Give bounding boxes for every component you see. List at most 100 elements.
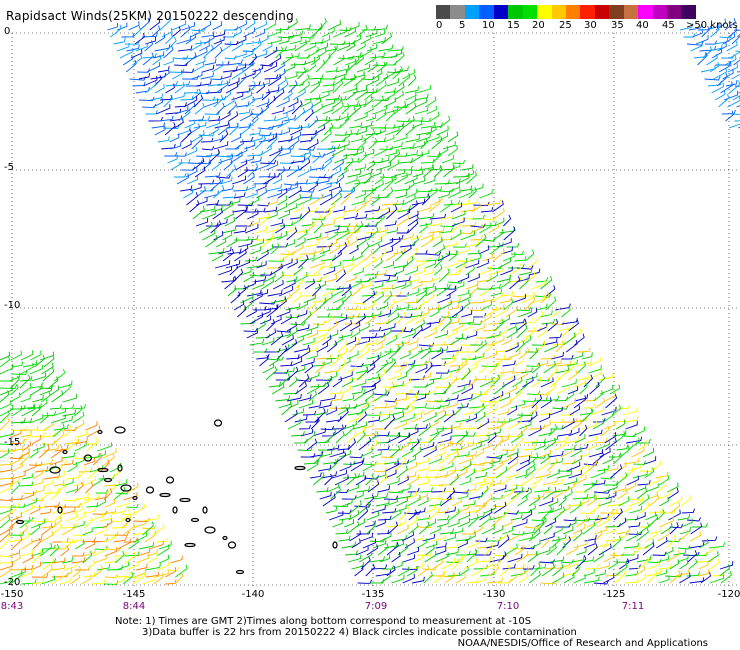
wind-barb (528, 256, 539, 269)
wind-barb (40, 508, 52, 515)
wind-barb (226, 164, 237, 178)
wind-barb (82, 475, 96, 487)
wind-barb (181, 140, 192, 150)
wind-barb (305, 418, 320, 423)
wind-barb (429, 111, 440, 122)
wind-barb (681, 508, 696, 514)
credit-text: NOAA/NESDIS/Office of Research and Appli… (457, 638, 708, 649)
wind-barb (434, 406, 445, 416)
wind-barb (402, 68, 415, 80)
wind-barb (353, 491, 364, 500)
wind-barb (374, 29, 386, 38)
island-outline (97, 429, 103, 435)
wind-barb (337, 314, 355, 319)
wind-barb (286, 276, 298, 283)
wind-barb (54, 482, 66, 494)
wind-barb (195, 80, 212, 87)
wind-barb (536, 303, 548, 311)
wind-barb (61, 523, 75, 536)
wind-barb (354, 163, 367, 171)
wind-barb (361, 75, 375, 81)
wind-barb (521, 400, 534, 409)
wind-barb (617, 517, 627, 528)
wind-barb (102, 518, 113, 529)
wind-barb (669, 495, 683, 507)
wind-barb (278, 373, 291, 388)
wind-barb (497, 257, 512, 269)
wind-barb (391, 561, 403, 570)
wind-barb (395, 82, 405, 94)
wind-barb (340, 129, 353, 143)
wind-barb (455, 246, 471, 255)
wind-barb (392, 199, 405, 206)
wind-barb (164, 579, 177, 585)
wind-barb (310, 164, 324, 171)
wind-barb (229, 122, 239, 136)
wind-barb (236, 73, 247, 87)
wind-barb (604, 431, 617, 444)
wind-barb (339, 319, 352, 332)
wind-barb (322, 314, 333, 325)
wind-barb (545, 383, 556, 395)
wind-barb (33, 486, 45, 494)
wind-barb (588, 449, 603, 458)
wind-barb (249, 338, 265, 346)
wind-barb (442, 487, 456, 493)
wind-barb (428, 219, 443, 227)
wind-barb (375, 110, 387, 122)
wind-barb (446, 422, 462, 430)
wind-barb (689, 531, 702, 542)
wind-barb (502, 360, 516, 367)
wind-barb (245, 235, 259, 241)
wind-barb (267, 173, 281, 178)
wind-barb (373, 104, 387, 115)
wind-barb (39, 386, 52, 396)
wind-barb (62, 506, 76, 515)
wind-barb (358, 46, 372, 59)
wind-barb (374, 431, 390, 437)
wind-barb (483, 479, 495, 493)
wind-barb (567, 386, 579, 395)
wind-barb (394, 172, 408, 185)
wind-barb (357, 138, 367, 150)
wind-barb (0, 363, 14, 375)
wind-barb (336, 229, 350, 241)
wind-barb (425, 291, 435, 304)
wind-barb (362, 538, 376, 549)
wind-barb (454, 467, 468, 479)
wind-barb (318, 401, 332, 409)
wind-barb (343, 157, 354, 171)
wind-barb (202, 210, 216, 220)
wind-barb (19, 491, 35, 501)
wind-barb (644, 456, 657, 465)
wind-barb (173, 55, 189, 60)
wind-barb (378, 413, 390, 423)
wind-barb (437, 250, 451, 262)
wind-barb (476, 334, 494, 339)
wind-barb (586, 495, 598, 507)
wind-barb (165, 567, 177, 578)
wind-barb (242, 279, 256, 290)
wind-barb (401, 377, 412, 388)
wind-barb (299, 158, 311, 171)
wind-barb (479, 508, 493, 521)
wind-barb (314, 408, 329, 416)
wind-barb (516, 274, 530, 283)
wind-barb (222, 193, 237, 199)
wind-barb (470, 477, 486, 486)
wind-barb (256, 187, 267, 199)
wind-barb (407, 547, 420, 556)
wind-barb (428, 500, 442, 507)
wind-barb (139, 17, 150, 31)
wind-barb (0, 390, 10, 403)
wind-barb (104, 557, 117, 564)
wind-barb (304, 94, 321, 101)
wind-barb (191, 27, 206, 32)
wind-barb (216, 153, 233, 158)
wind-barb (351, 388, 363, 395)
wind-barb (350, 71, 365, 80)
wind-barb (530, 539, 541, 549)
wind-barb (398, 506, 411, 521)
wind-barb (317, 381, 330, 395)
wind-barb (154, 33, 166, 45)
